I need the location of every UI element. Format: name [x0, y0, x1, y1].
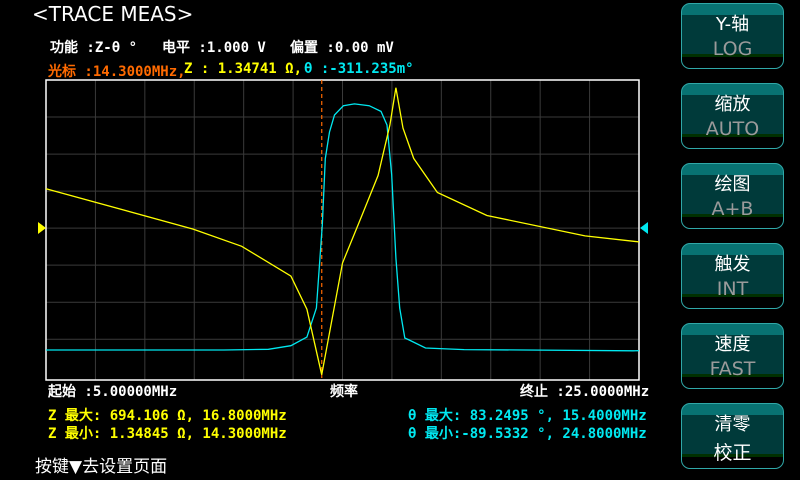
page-title: <TRACE MEAS> — [32, 2, 194, 26]
plot-grid — [46, 80, 639, 380]
z-min: Z 最小: 1.34845 Ω, 14.3000MHz — [48, 426, 287, 442]
softkey-title: 触发 — [714, 254, 751, 275]
theta-reference-marker-icon — [640, 222, 648, 234]
cursor-theta-value: θ :-311.235m° — [304, 61, 414, 77]
z-reference-marker-icon — [38, 222, 46, 234]
softkey-title: 缩放 — [714, 94, 751, 115]
softkey-title: Y-轴 — [715, 14, 750, 35]
softkey-trigger[interactable]: 触发 INT — [681, 243, 784, 309]
theta-max: θ 最大: 83.2495 °, 15.4000MHz — [408, 408, 647, 424]
softkey-title: 速度 — [714, 334, 751, 355]
softkey-title: 清零 — [714, 414, 751, 435]
z-max: Z 最大: 694.106 Ω, 16.8000MHz — [48, 408, 287, 424]
softkey-value: A+B — [711, 198, 754, 220]
softkey-plot[interactable]: 绘图 A+B — [681, 163, 784, 229]
softkey-zoom[interactable]: 缩放 AUTO — [681, 83, 784, 149]
softkey-value: LOG — [712, 38, 753, 60]
softkey-title: 绘图 — [714, 174, 751, 195]
cursor-frequency: 光标 :14.3000MHz, — [48, 64, 186, 80]
level-readout: 电平 :1.000 V — [162, 40, 266, 56]
softkey-value: 校正 — [713, 442, 752, 464]
plot-frame — [45, 79, 640, 381]
softkey-speed[interactable]: 速度 FAST — [681, 323, 784, 389]
cursor-z-value: Z : 1.34741 Ω, — [184, 61, 303, 77]
theta-min: θ 最小:-89.5332 °, 24.8000MHz — [408, 426, 647, 442]
bias-readout: 偏置 :0.00 mV — [290, 40, 394, 56]
theta-trace — [46, 103, 640, 352]
softkey-zero-correction[interactable]: 清零 校正 — [681, 403, 784, 469]
softkey-value: INT — [716, 278, 749, 300]
softkey-y-axis[interactable]: Y-轴 LOG — [681, 3, 784, 69]
softkey-value: AUTO — [705, 118, 760, 140]
z-trace — [45, 87, 640, 375]
axis-label: 频率 — [330, 384, 358, 400]
softkey-value: FAST — [709, 358, 756, 380]
stop-frequency: 终止 :25.0000MHz — [520, 384, 650, 400]
hint-text: 按键▼去设置页面 — [35, 457, 168, 477]
function-readout: 功能 :Z-θ ° — [50, 40, 138, 56]
start-frequency: 起始 :5.00000MHz — [48, 384, 178, 400]
